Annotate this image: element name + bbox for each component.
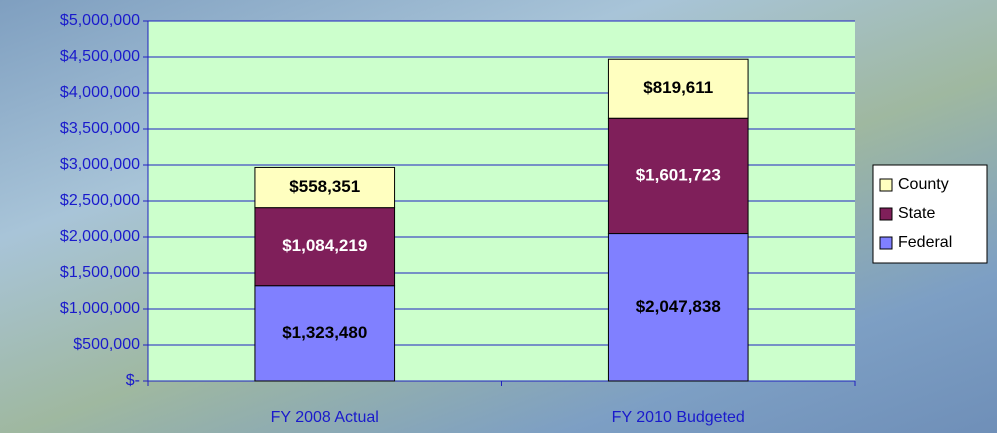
- legend-swatch: [879, 236, 893, 250]
- y-tick-label: $2,500,000: [60, 192, 140, 209]
- y-tick-label: $2,000,000: [60, 228, 140, 245]
- x-tick-label: FY 2010 Budgeted: [612, 409, 745, 426]
- legend-label: County: [898, 176, 949, 193]
- y-tick-label: $4,000,000: [60, 84, 140, 101]
- y-tick-label: $1,000,000: [60, 300, 140, 317]
- x-tick-label: FY 2008 Actual: [271, 409, 379, 426]
- legend-label: State: [898, 205, 935, 222]
- value-label: $1,084,219: [282, 236, 367, 255]
- legend-label: Federal: [898, 234, 952, 251]
- y-tick-label: $5,000,000: [60, 12, 140, 29]
- y-tick-label: $3,500,000: [60, 120, 140, 137]
- y-tick-label: $500,000: [73, 336, 140, 353]
- value-label: $558,351: [289, 177, 360, 196]
- y-tick-label: $4,500,000: [60, 48, 140, 65]
- bar-segment: [607, 117, 749, 235]
- value-label: $1,323,480: [282, 323, 367, 342]
- legend-swatch: [879, 207, 893, 221]
- value-label: $2,047,838: [636, 297, 721, 316]
- bar-segment: [607, 233, 749, 382]
- value-label: $819,611: [643, 78, 713, 97]
- y-tick-label: $3,000,000: [60, 156, 140, 173]
- y-tick-label: $1,500,000: [60, 264, 140, 281]
- value-label: $1,601,723: [636, 165, 721, 184]
- bar-segment: [254, 166, 396, 209]
- bar-segment: [607, 58, 749, 119]
- legend-swatch: [879, 178, 893, 192]
- y-tick-label: $-: [126, 372, 140, 389]
